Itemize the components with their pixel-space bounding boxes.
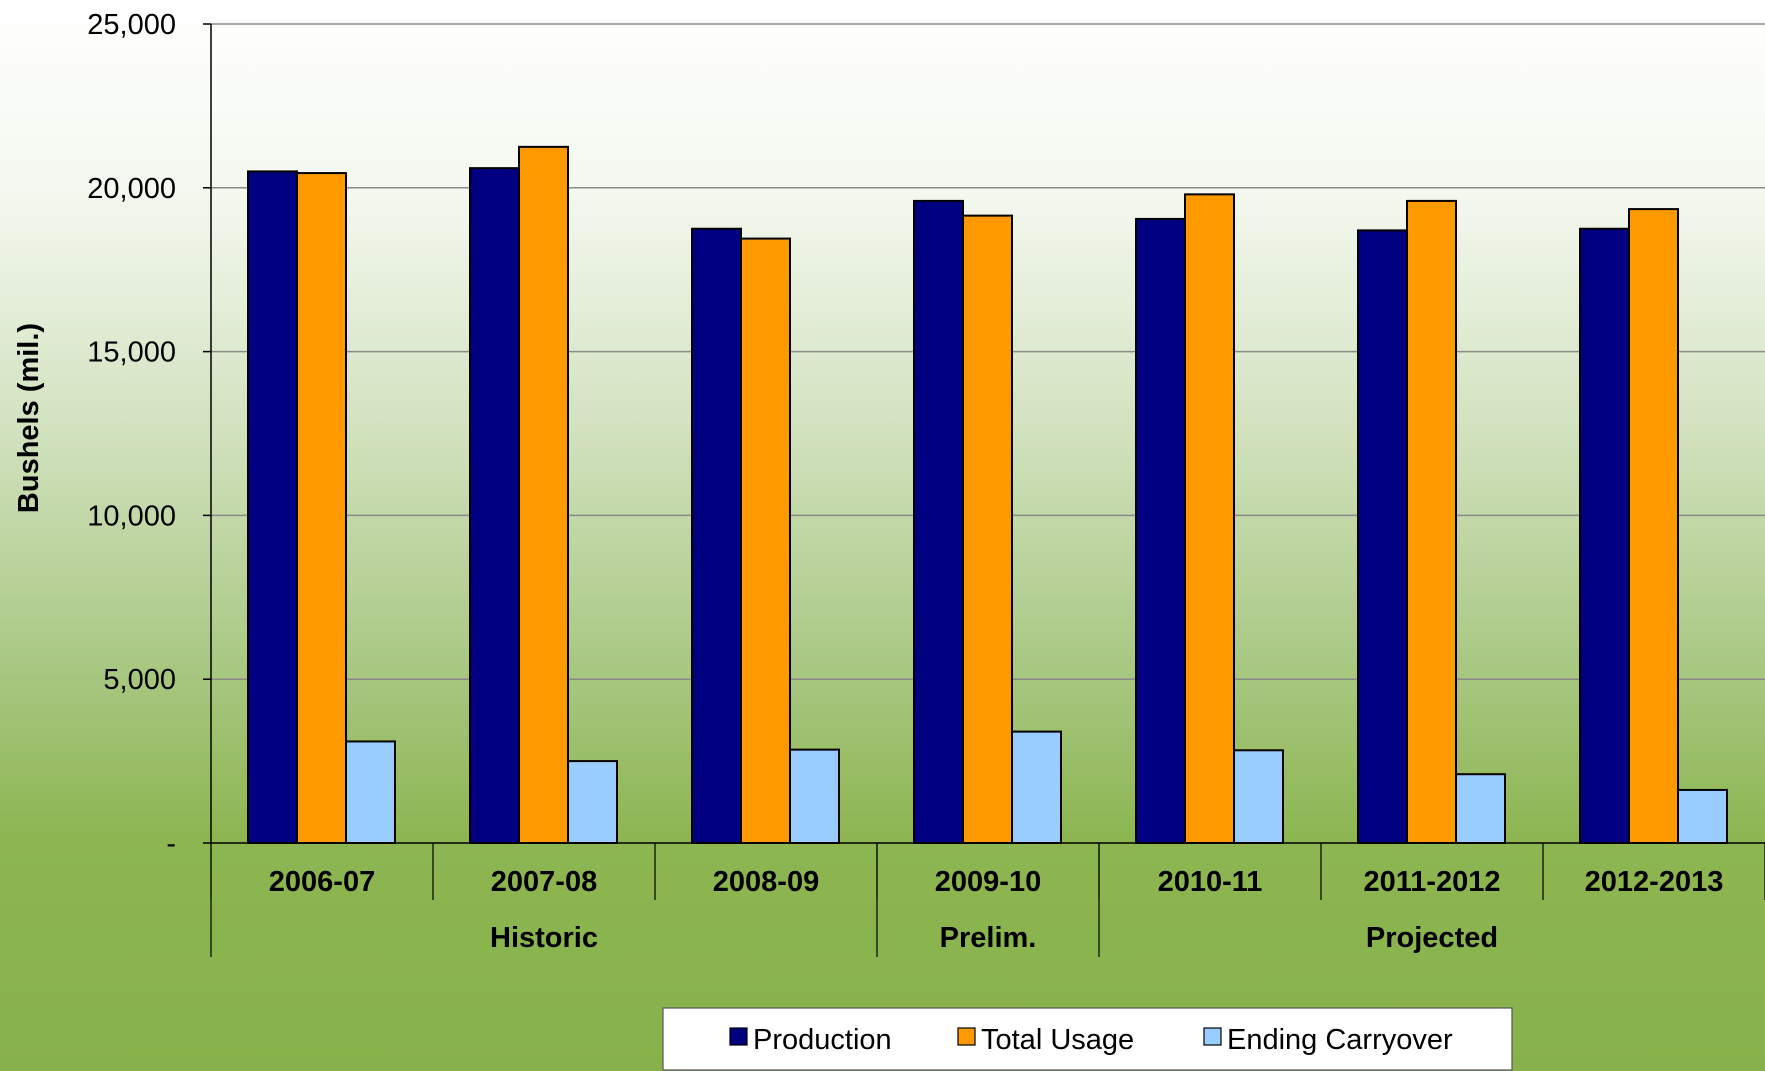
y-tick-label: 5,000 — [103, 664, 176, 696]
bar-production-2012-2013 — [1579, 227, 1630, 844]
bar-total-usage-2011-2012 — [1406, 199, 1457, 845]
x-group-label: Historic — [490, 922, 598, 954]
x-tick-label: 2009-10 — [935, 866, 1041, 898]
bar-ending-carryover-2011-2012 — [1455, 773, 1506, 844]
bar-total-usage-2006-07 — [296, 172, 347, 845]
legend: Production Total Usage Ending Carryover — [662, 1007, 1513, 1071]
y-tick-label: 10,000 — [87, 500, 176, 532]
bar-ending-carryover-2007-08 — [567, 760, 618, 844]
bar-total-usage-2012-2013 — [1628, 208, 1679, 844]
bars — [247, 145, 1728, 845]
x-tick-label: 2008-09 — [713, 866, 819, 898]
bar-ending-carryover-2010-11 — [1233, 749, 1284, 844]
x-group-label: Projected — [1366, 922, 1498, 954]
bar-production-2008-09 — [691, 227, 742, 844]
legend-swatch-production — [729, 1027, 748, 1046]
bar-total-usage-2009-10 — [962, 214, 1013, 844]
legend-label-total-usage: Total Usage — [981, 1024, 1134, 1056]
bar-ending-carryover-2006-07 — [345, 740, 396, 844]
axes — [210, 24, 1765, 844]
bar-production-2009-10 — [913, 199, 964, 845]
x-group-label: Prelim. — [940, 922, 1037, 954]
bar-ending-carryover-2012-2013 — [1677, 788, 1728, 844]
bar-production-2006-07 — [247, 170, 298, 845]
bar-total-usage-2010-11 — [1184, 193, 1235, 845]
bar-production-2010-11 — [1135, 217, 1186, 844]
y-tick-label: 15,000 — [87, 337, 176, 369]
bar-ending-carryover-2009-10 — [1011, 730, 1062, 845]
x-tick-label: 2007-08 — [491, 866, 597, 898]
bar-total-usage-2007-08 — [518, 145, 569, 845]
y-axis-ticks: - 5,000 10,000 15,000 20,000 25,000 — [87, 9, 211, 860]
legend-swatch-ending-carryover — [1203, 1027, 1222, 1046]
x-tick-label: 2011-2012 — [1363, 866, 1500, 898]
y-tick-label: - — [166, 828, 176, 860]
legend-label-ending-carryover: Ending Carryover — [1227, 1024, 1453, 1056]
x-tick-label: 2012-2013 — [1585, 866, 1724, 898]
y-tick-label: 25,000 — [87, 9, 176, 41]
bar-production-2011-2012 — [1357, 229, 1408, 844]
bar-production-2007-08 — [469, 167, 520, 845]
bar-ending-carryover-2008-09 — [789, 748, 840, 844]
y-tick-label: 20,000 — [87, 173, 176, 205]
x-axis-groups: Historic Prelim. Projected — [210, 843, 1498, 957]
legend-swatch-total-usage — [957, 1027, 976, 1046]
x-tick-label: 2010-11 — [1158, 866, 1263, 898]
y-axis-title: Bushels (mil.) — [13, 323, 45, 513]
x-tick-label: 2006-07 — [269, 866, 375, 898]
legend-label-production: Production — [753, 1024, 892, 1056]
x-axis-categories: 2006-07 2007-08 2008-09 2009-10 2010-11 2011-… — [210, 843, 1765, 900]
bar-total-usage-2008-09 — [740, 237, 791, 844]
legend-box — [662, 1007, 1513, 1071]
